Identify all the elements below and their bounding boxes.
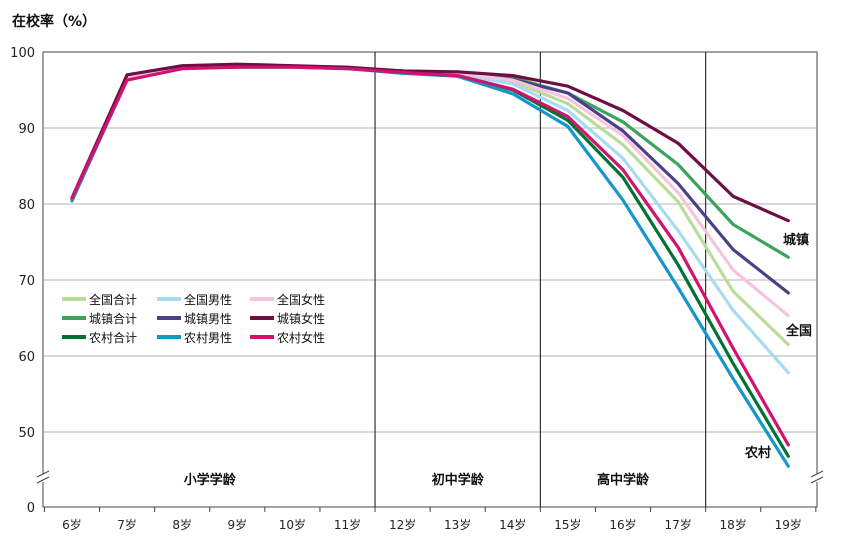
x-tick-label: 12岁: [389, 517, 416, 532]
x-tick-label: 6岁: [62, 517, 82, 532]
legend-label: 全国女性: [277, 292, 325, 307]
y-tick-label: 80: [18, 198, 35, 213]
axis-break-mask: [37, 474, 49, 482]
y-axis-title: 在校率（%）: [12, 13, 96, 30]
x-tick-label: 15岁: [554, 517, 581, 532]
section-label: 初中学龄: [432, 472, 485, 488]
legend-label: 城镇合计: [89, 311, 137, 326]
group-label: 农村: [744, 445, 771, 461]
series-line: [70, 62, 790, 223]
y-tick-label: 70: [18, 274, 35, 289]
section-label: 高中学龄: [597, 472, 650, 488]
legend-label: 全国合计: [89, 292, 137, 307]
legend-label: 农村女性: [277, 330, 325, 345]
x-tick-label: 18岁: [720, 517, 747, 532]
x-tick-label: 10岁: [279, 517, 306, 532]
x-tick-label: 9岁: [227, 517, 247, 532]
axis-break-mark: [810, 470, 824, 478]
axis-break-mark: [810, 476, 824, 484]
legend-label: 农村男性: [184, 331, 232, 345]
y-tick-label: 60: [18, 350, 35, 365]
x-tick-label: 11岁: [334, 517, 361, 532]
axis-break-mark: [36, 470, 50, 478]
section-label: 小学学龄: [184, 472, 237, 488]
legend-label: 城镇女性: [277, 311, 325, 326]
series-line: [70, 65, 790, 447]
x-tick-label: 13岁: [444, 517, 471, 532]
x-tick-label: 19岁: [775, 517, 802, 532]
legend-label: 农村合计: [89, 330, 137, 345]
x-tick-label: 16岁: [609, 517, 636, 532]
group-label: 全国: [785, 323, 812, 339]
axis-break-mark: [36, 476, 50, 484]
group-label: 城镇: [783, 232, 809, 248]
y-tick-label: 90: [18, 122, 35, 137]
x-tick-label: 14岁: [499, 517, 526, 532]
axis-break-mask: [811, 474, 823, 482]
x-tick-label: 17岁: [664, 517, 691, 532]
x-tick-label: 7岁: [117, 517, 137, 532]
y-tick-label: 0: [27, 501, 35, 516]
y-tick-label: 100: [10, 46, 35, 61]
legend-label: 城镇男性: [184, 312, 232, 326]
legend-label: 全国男性: [184, 292, 232, 307]
x-tick-label: 8岁: [172, 517, 192, 532]
y-tick-label: 50: [18, 426, 35, 441]
